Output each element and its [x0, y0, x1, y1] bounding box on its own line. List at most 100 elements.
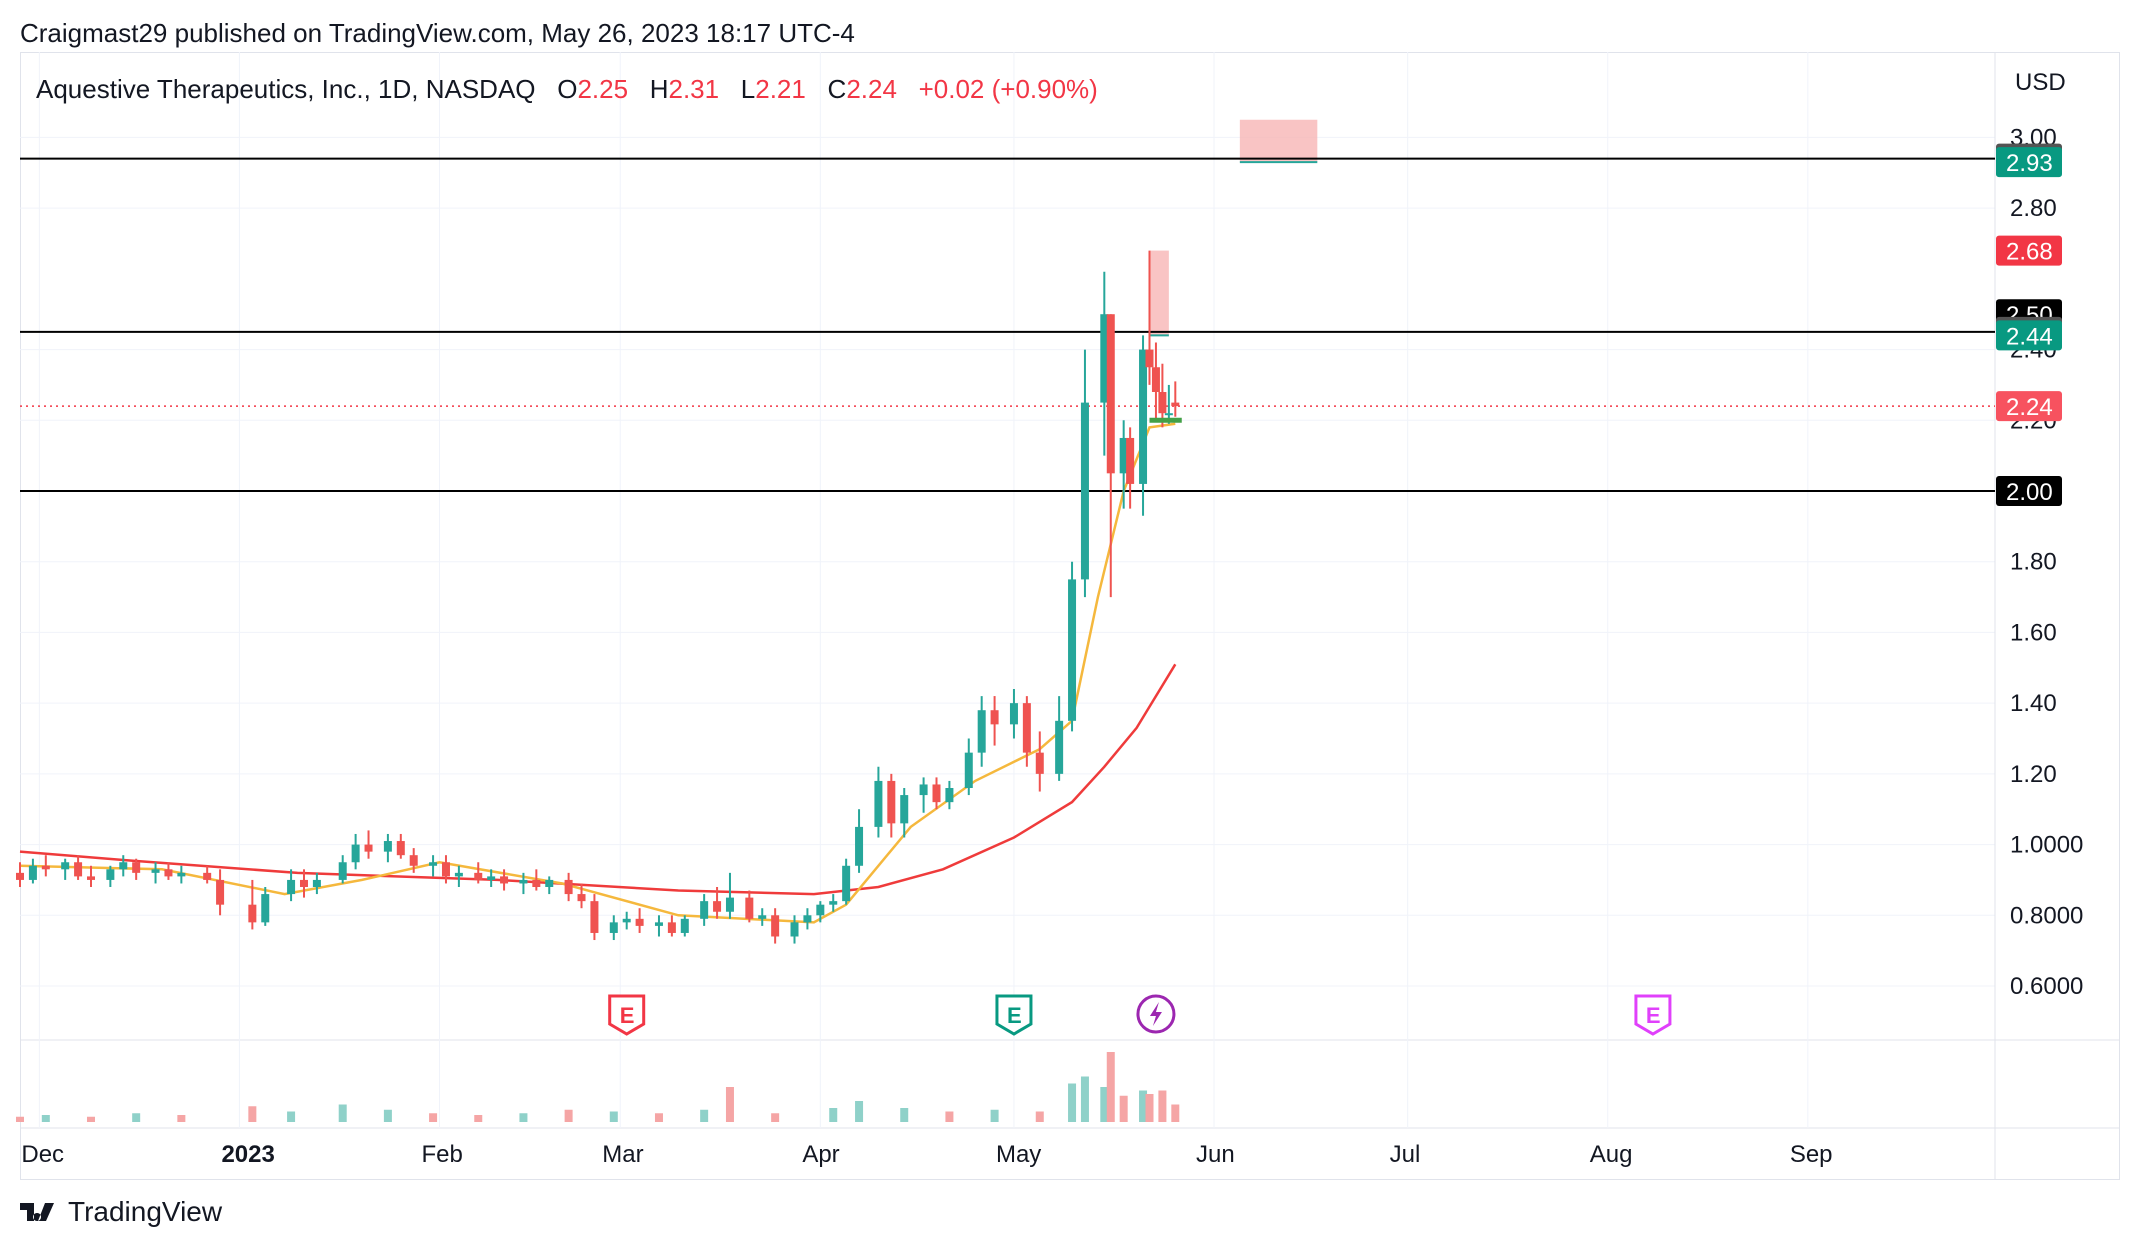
volume-bar: [1068, 1083, 1077, 1122]
candle-body: [932, 784, 941, 803]
price-label-box: [1996, 476, 2062, 506]
y-tick-label: 0.6000: [2010, 973, 2083, 1000]
legend-c-value: 2.24: [846, 74, 897, 104]
published-by: Craigmast29 published on TradingView.com…: [20, 18, 855, 48]
earnings-event-icon: [995, 994, 1033, 1036]
y-tick-label: 1.60: [2010, 619, 2057, 646]
volume-bar: [86, 1116, 95, 1122]
candle-body: [887, 780, 896, 824]
earnings-event-icon: [1634, 994, 1672, 1036]
x-tick-label: Dec: [21, 1141, 64, 1168]
volume-bar: [474, 1115, 483, 1122]
range-layer: [1149, 119, 1318, 337]
candle-body: [577, 894, 586, 902]
tradingview-footer[interactable]: TradingView: [20, 1196, 222, 1228]
volume-bar: [41, 1115, 50, 1122]
candle-body: [771, 915, 780, 937]
candle-body: [1139, 349, 1148, 484]
candle-body: [1055, 720, 1064, 774]
price-label-text: 2.93: [2006, 150, 2053, 177]
candle-body: [106, 869, 115, 880]
volume-bar: [1106, 1052, 1115, 1122]
candle-body: [86, 876, 95, 880]
price-label-box: [1996, 147, 2062, 178]
candle-body: [1164, 413, 1173, 416]
candle-body: [855, 826, 864, 866]
candle-body: [61, 862, 70, 870]
candle-body: [287, 879, 296, 895]
legend-h-label: H: [649, 74, 669, 104]
x-tick-label: Sep: [1790, 1141, 1833, 1168]
y-tick-label: 0.8000: [2010, 902, 2083, 929]
candle-body: [1171, 402, 1180, 407]
candle-body: [654, 922, 663, 926]
candle-body: [487, 876, 496, 880]
volume-bar: [248, 1106, 257, 1122]
volume-bar: [725, 1087, 734, 1122]
candle-body: [132, 862, 141, 873]
y-tick-label: 1.0000: [2010, 832, 2083, 859]
volume-bar: [1119, 1095, 1128, 1122]
legend-c-label: C: [827, 74, 847, 104]
earnings-event-label: E: [1007, 1003, 1022, 1028]
candle-body: [667, 922, 676, 933]
x-tick-label: Jun: [1196, 1141, 1235, 1168]
price-label-text: 2.00: [2006, 479, 2053, 506]
candle-body: [74, 862, 83, 877]
legend-l-value: 2.21: [755, 74, 806, 104]
candle-body: [545, 879, 554, 887]
candle-body: [299, 879, 308, 887]
candle-body: [41, 865, 50, 870]
candle-body: [977, 710, 986, 753]
candle-body: [829, 901, 838, 905]
candle-body: [383, 841, 392, 852]
legend-h-value: 2.31: [668, 74, 720, 104]
y-tick-label: 1.80: [2010, 549, 2057, 576]
axis-layer: 0.60000.80001.00001.201.401.601.802.202.…: [21, 69, 2083, 1168]
candle-body: [396, 841, 405, 856]
y-tick-label: 1.20: [2010, 761, 2057, 788]
symbol-legend: Aquestive Therapeutics, Inc., 1D, NASDAQ…: [36, 74, 1098, 105]
candle-body: [216, 879, 225, 905]
price-labels-layer: 2.942.932.682.502.452.442.242.00: [1996, 143, 2062, 506]
price-label-text: 2.68: [2006, 239, 2053, 266]
legend-change: +0.02 (+0.90%): [918, 74, 1098, 104]
volume-bar: [829, 1108, 838, 1122]
candle-body: [564, 879, 573, 895]
candle-body: [1100, 314, 1109, 403]
candle-body: [532, 879, 541, 887]
volume-bar: [1035, 1111, 1044, 1122]
candle-body: [364, 844, 373, 852]
candle-body: [16, 872, 24, 880]
x-tick-label: Mar: [602, 1141, 643, 1168]
candle-body: [758, 915, 767, 919]
volume-bar: [383, 1109, 392, 1122]
candle-body: [177, 872, 186, 877]
x-tick-label: Aug: [1590, 1141, 1633, 1168]
split-event-icon: [1136, 994, 1176, 1034]
candle-body: [803, 915, 812, 923]
legend-o-value: 2.25: [577, 74, 629, 104]
legend-l-label: L: [740, 74, 756, 104]
candle-body: [203, 872, 212, 880]
candle-body: [248, 904, 257, 923]
volume-bar: [900, 1108, 909, 1122]
volume-bar: [519, 1113, 528, 1122]
target-range-box: [1239, 119, 1318, 163]
volume-bar: [700, 1109, 709, 1122]
candle-body: [964, 752, 973, 788]
earnings-event-label: E: [1646, 1003, 1661, 1028]
candle-body: [700, 901, 709, 919]
candle-body: [151, 869, 160, 873]
footer-brand: TradingView: [68, 1196, 223, 1227]
volume-bar: [990, 1109, 999, 1122]
price-label-box: [1996, 320, 2062, 351]
volume-bar: [338, 1104, 347, 1122]
candle-body: [635, 918, 644, 926]
candle-body: [1145, 349, 1154, 368]
chart-frame: [20, 52, 2120, 1180]
candle-body: [441, 862, 450, 877]
candle-body: [945, 788, 954, 803]
